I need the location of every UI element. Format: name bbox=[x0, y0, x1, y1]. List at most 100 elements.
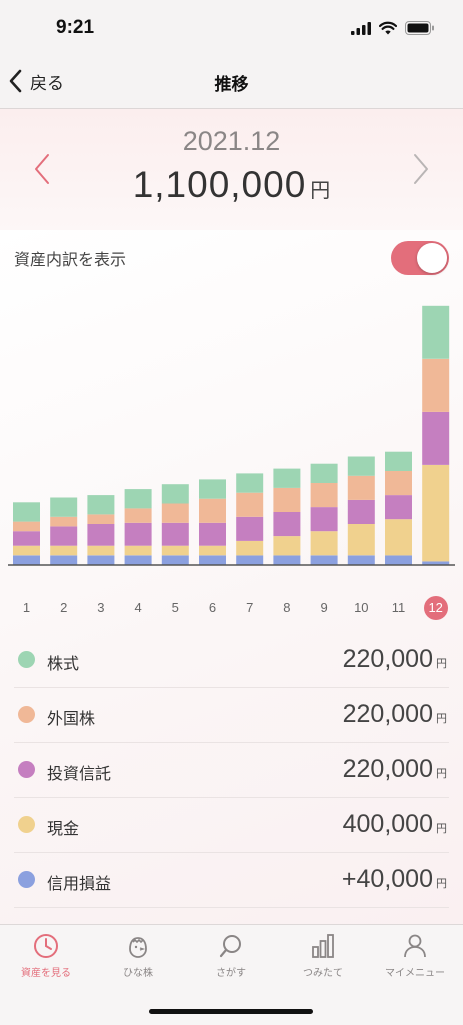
legend-row-cash: 現金 400,000 円 bbox=[14, 798, 449, 853]
month-tick[interactable]: 10 bbox=[354, 600, 369, 615]
tab-label: さがす bbox=[216, 968, 246, 979]
tab-mymenu[interactable]: マイメニュー bbox=[369, 933, 461, 995]
bar-segment bbox=[161, 522, 189, 546]
bar-segment bbox=[236, 516, 264, 541]
legend-value-wrap: 220,000 円 bbox=[343, 700, 447, 729]
bar-segment bbox=[13, 555, 40, 565]
legend-dot bbox=[18, 871, 35, 888]
next-month-button[interactable] bbox=[405, 147, 435, 191]
month-tick[interactable]: 1 bbox=[22, 600, 31, 615]
legend-value-wrap: 400,000 円 bbox=[343, 810, 447, 839]
bar-segment bbox=[161, 503, 189, 523]
total-unit: 円 bbox=[310, 178, 331, 202]
bar-segment bbox=[422, 561, 450, 565]
bar-segment bbox=[385, 519, 412, 556]
legend-value: 220,000 bbox=[342, 700, 433, 728]
total-row: 1,100,000 円 bbox=[0, 164, 463, 206]
wifi-icon bbox=[379, 21, 397, 35]
bar-segment bbox=[310, 531, 338, 556]
month-tick[interactable]: 8 bbox=[283, 600, 291, 615]
month-tick[interactable]: 6 bbox=[208, 600, 217, 615]
legend-value: 220,000 bbox=[342, 645, 433, 673]
legend-name: 信用損益 bbox=[47, 874, 112, 893]
bar-chart-icon bbox=[312, 934, 334, 958]
breakdown-toggle-row: 資産内訳を表示 bbox=[0, 230, 463, 286]
bar-segment bbox=[50, 497, 78, 517]
status-icons bbox=[351, 21, 435, 35]
bar-segment bbox=[236, 473, 264, 493]
month-tick[interactable]: 4 bbox=[134, 600, 142, 615]
bar-segment bbox=[161, 484, 189, 504]
bar-segment bbox=[310, 507, 338, 532]
bar-segment bbox=[50, 545, 78, 556]
bar-segment bbox=[422, 411, 450, 465]
legend-unit: 円 bbox=[436, 767, 447, 780]
bar-segment bbox=[199, 498, 226, 523]
bar-segment bbox=[87, 514, 115, 524]
bar-segment bbox=[161, 555, 189, 565]
month-tick[interactable]: 12 bbox=[423, 596, 448, 620]
status-time: 9:21 bbox=[56, 17, 95, 38]
legend-value-wrap: +40,000 円 bbox=[342, 865, 447, 894]
month-axis: 1 2 3 4 5 6 7 8 9 10 11 12 bbox=[0, 596, 463, 622]
bar-segment bbox=[13, 502, 40, 522]
month-tick[interactable]: 3 bbox=[97, 600, 105, 615]
signal-icon bbox=[351, 21, 371, 35]
bar-segment bbox=[13, 521, 40, 532]
content: 資産内訳を表示 1 2 3 4 5 6 7 8 9 10 11 12 株式 220,000 円 外国株 … bbox=[0, 230, 463, 924]
nav-bar: 戻る 推移 bbox=[0, 56, 463, 109]
bar-segment bbox=[385, 555, 412, 565]
chevron-right-icon bbox=[414, 154, 428, 184]
month-tick[interactable]: 9 bbox=[320, 600, 328, 615]
legend-name: 外国株 bbox=[47, 709, 96, 728]
bar-segment bbox=[347, 475, 375, 500]
bar-segment bbox=[310, 463, 338, 483]
status-bar: 9:21 bbox=[0, 0, 463, 56]
legend-dot bbox=[18, 706, 35, 723]
legend-list: 株式 220,000 円 外国株 220,000 円 投資信託 220,000 円 現… bbox=[0, 633, 463, 908]
clock-icon bbox=[34, 934, 58, 958]
legend-unit: 円 bbox=[436, 822, 447, 835]
legend-row-stocks: 株式 220,000 円 bbox=[14, 633, 449, 688]
tab-label: つみたて bbox=[303, 968, 343, 979]
prev-month-button[interactable] bbox=[28, 147, 58, 191]
month-tick[interactable]: 5 bbox=[171, 600, 179, 615]
tab-tsumitate[interactable]: つみたて bbox=[277, 933, 369, 995]
bar-segment bbox=[199, 555, 226, 565]
bar-segment bbox=[347, 524, 375, 556]
bar-segment bbox=[87, 524, 115, 546]
legend-dot bbox=[18, 651, 35, 668]
tab-hinakabu[interactable]: ひな株 bbox=[92, 933, 184, 995]
month-tick[interactable]: 11 bbox=[391, 600, 406, 615]
bar-segment bbox=[273, 487, 301, 512]
tab-label: マイメニュー bbox=[385, 968, 445, 979]
bar-segment bbox=[385, 451, 412, 471]
chevron-left-icon bbox=[9, 69, 22, 93]
bar-segment bbox=[385, 471, 412, 496]
back-button[interactable]: 戻る bbox=[8, 66, 64, 96]
month-tick[interactable]: 7 bbox=[246, 600, 254, 615]
bar-segment bbox=[50, 526, 78, 546]
bar-segment bbox=[50, 516, 78, 527]
tab-assets[interactable]: 資産を見る bbox=[0, 933, 92, 995]
bar-segment bbox=[236, 492, 264, 517]
bar-segment bbox=[310, 483, 338, 508]
chevron-left-icon bbox=[35, 154, 49, 184]
breakdown-toggle[interactable] bbox=[391, 241, 449, 275]
stacked-bar-chart bbox=[8, 305, 455, 566]
legend-unit: 円 bbox=[436, 657, 447, 670]
bar-segment bbox=[13, 531, 40, 546]
tab-search[interactable]: さがす bbox=[185, 933, 277, 995]
home-indicator bbox=[149, 1009, 313, 1014]
tab-label: 資産を見る bbox=[21, 968, 71, 979]
bar-segment bbox=[161, 545, 189, 556]
legend-value: 220,000 bbox=[342, 755, 433, 783]
bar-segment bbox=[199, 545, 226, 556]
month-tick[interactable]: 2 bbox=[60, 600, 68, 615]
bar-segment bbox=[422, 465, 450, 562]
legend-value-wrap: 220,000 円 bbox=[343, 645, 447, 674]
chick-icon bbox=[129, 937, 147, 958]
bar-segment bbox=[310, 555, 338, 565]
legend-unit: 円 bbox=[436, 877, 447, 890]
bar-segment bbox=[347, 555, 375, 565]
